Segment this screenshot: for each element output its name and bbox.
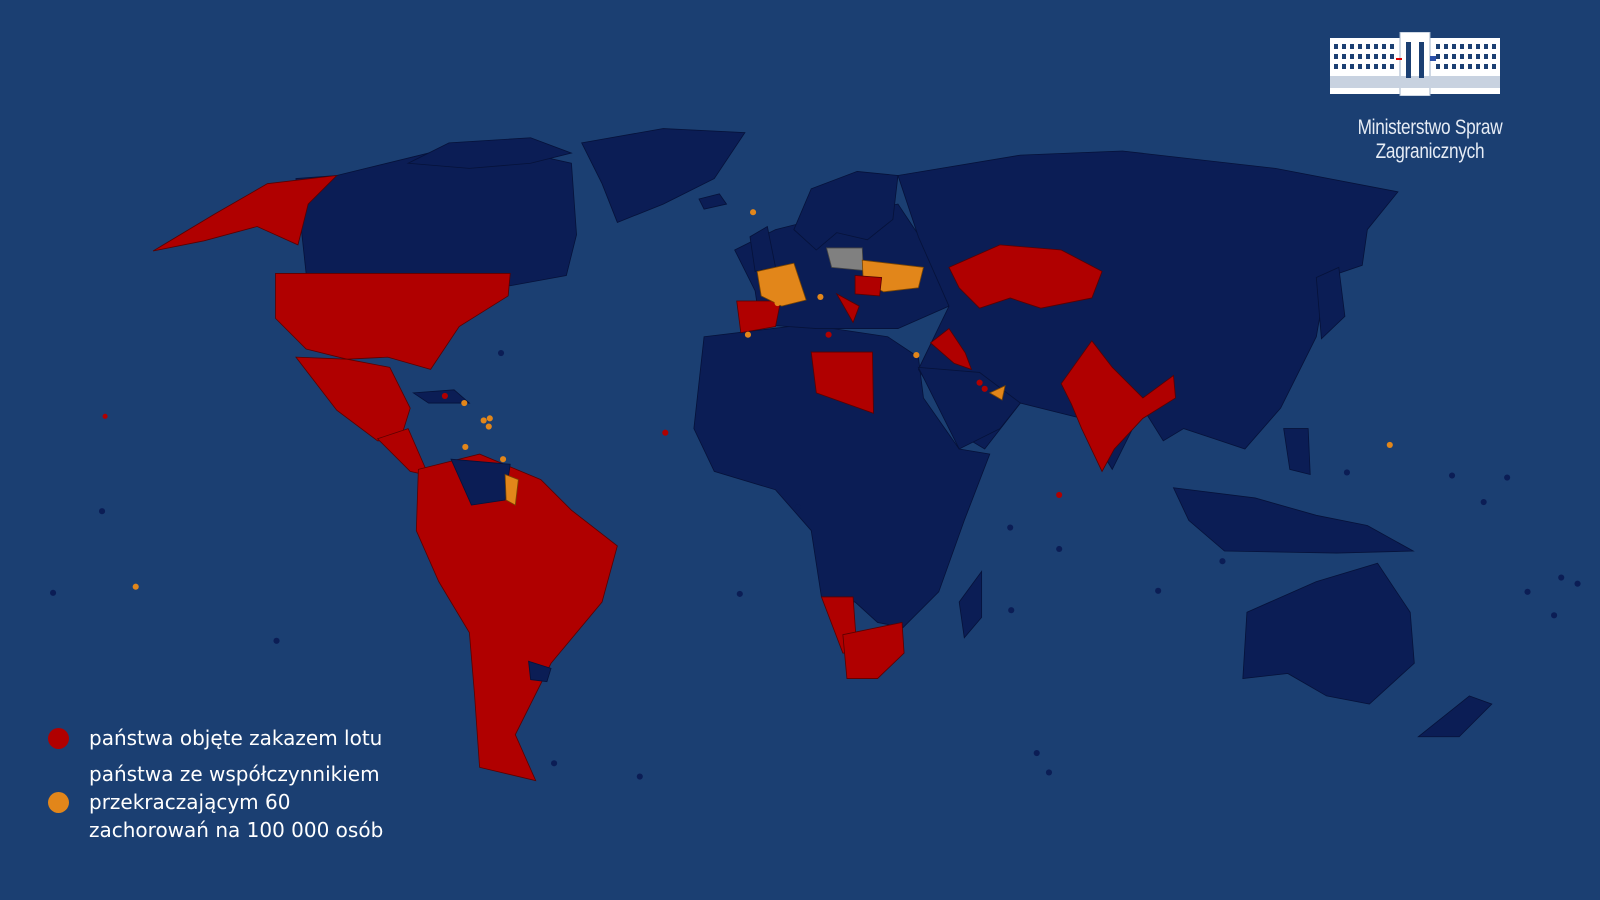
- australia: [1242, 562, 1415, 705]
- iraq: [929, 327, 973, 371]
- legend-label: państwa ze współczynnikiem przekraczając…: [89, 762, 384, 842]
- arabia: [917, 366, 1021, 450]
- mexico: [295, 356, 411, 442]
- map-legend: państwa objęte zakazem lotu państwa ze w…: [48, 724, 409, 852]
- romania: [854, 275, 883, 297]
- ministry-logo: [1300, 31, 1530, 100]
- venezuela: [450, 458, 511, 506]
- uruguay: [528, 660, 552, 683]
- legend-item-high-incidence: państwa ze współczynnikiem przekraczając…: [48, 760, 409, 844]
- arctic-islands: [406, 137, 573, 169]
- scandinavia: [793, 171, 899, 251]
- ministry-name: Ministerstwo Spraw Zagranicznych: [1357, 116, 1503, 163]
- greenland: [581, 128, 746, 223]
- usa: [275, 273, 511, 370]
- uae: [988, 384, 1006, 401]
- orange-dot-icon: [48, 791, 69, 813]
- alaska: [152, 174, 338, 252]
- japan: [1315, 266, 1346, 340]
- red-dot-icon: [48, 727, 69, 749]
- legend-item-flight-ban: państwa objęte zakazem lotu: [48, 724, 409, 752]
- balkans: [835, 292, 860, 324]
- ministry-building-icon: [1330, 31, 1500, 97]
- africa: [693, 324, 991, 628]
- new-zealand: [1417, 695, 1493, 738]
- france: [756, 262, 807, 307]
- legend-label: państwa objęte zakazem lotu: [89, 726, 383, 750]
- island-dots: [50, 209, 1581, 780]
- spain: [736, 300, 782, 334]
- guyana: [504, 473, 519, 506]
- philippines: [1283, 428, 1311, 476]
- south-africa: [842, 621, 905, 679]
- caribbean: [412, 389, 471, 404]
- south-america: [415, 453, 618, 782]
- poland: [826, 247, 864, 271]
- madagascar: [958, 570, 983, 639]
- indonesia: [1172, 487, 1415, 554]
- libya: [810, 351, 874, 414]
- iceland: [698, 193, 728, 210]
- kazakhstan: [948, 244, 1103, 309]
- india: [1060, 340, 1176, 473]
